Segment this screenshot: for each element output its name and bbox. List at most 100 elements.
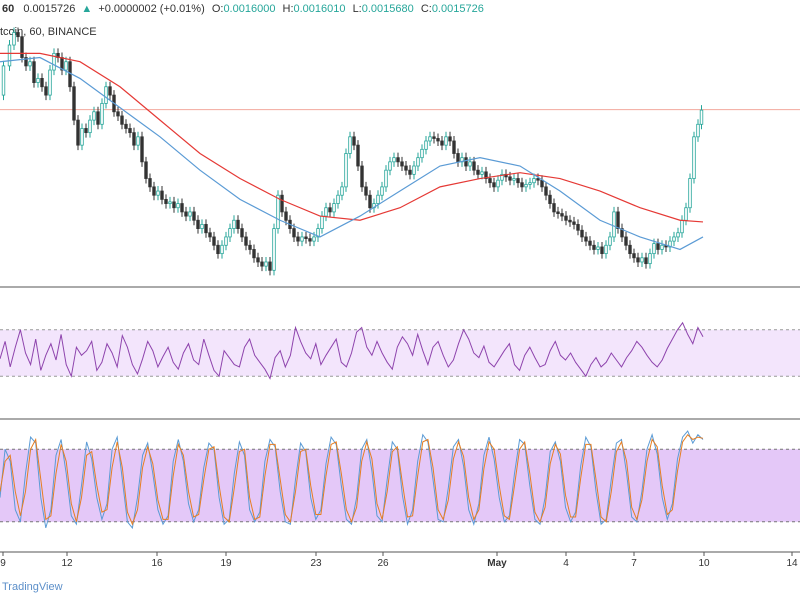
candle-up <box>52 52 56 71</box>
candle-down <box>572 221 576 225</box>
candle-up <box>676 232 680 238</box>
candle-down <box>260 261 264 267</box>
candle-down <box>352 136 356 146</box>
candle-down <box>564 215 568 221</box>
candle-down <box>456 153 460 163</box>
candle-down <box>568 219 572 223</box>
candle-up <box>1 65 6 96</box>
candle-down <box>508 176 512 181</box>
candle-down <box>84 128 88 134</box>
candle-down <box>208 232 212 238</box>
candle-down <box>580 229 584 238</box>
candle-up <box>232 219 236 229</box>
candle-up <box>468 161 472 167</box>
candle-up <box>528 182 532 185</box>
stochastic-k-line <box>0 430 704 530</box>
candle-up <box>532 178 536 184</box>
candle-down <box>644 257 648 265</box>
candle-up <box>104 86 108 104</box>
candle-up <box>688 178 692 209</box>
candle-up <box>272 228 276 271</box>
candle-up <box>696 123 700 138</box>
x-axis-tick-label: 7 <box>631 558 637 569</box>
candle-up <box>324 207 328 217</box>
candle-up <box>168 201 172 204</box>
candle-up <box>512 178 516 181</box>
candle-down <box>212 236 216 246</box>
high-value: 0.0016010 <box>293 3 346 15</box>
candle-up <box>660 244 664 250</box>
candle-up <box>680 219 684 234</box>
tradingview-watermark[interactable]: TradingView <box>2 581 63 593</box>
x-axis-tick-label: 14 <box>786 558 798 569</box>
x-axis-tick-label: 19 <box>220 558 232 569</box>
candle-down <box>192 211 196 221</box>
candle-down <box>76 119 80 146</box>
candle-down <box>548 194 552 204</box>
candle-up <box>224 236 228 246</box>
candle-down <box>96 111 100 125</box>
candle-down <box>308 238 312 242</box>
candle-down <box>616 211 620 229</box>
candle-up <box>412 165 416 175</box>
candle-up <box>332 203 336 213</box>
candle-down <box>292 228 296 238</box>
candle-up <box>276 194 280 229</box>
interval-label[interactable]: 60 <box>2 3 15 15</box>
candle-up <box>424 140 428 150</box>
candle-up <box>228 228 232 238</box>
candle-up <box>480 171 484 175</box>
rsi-band <box>0 329 800 377</box>
candle-up <box>648 253 652 265</box>
candle-up <box>699 109 704 125</box>
candle-up <box>388 161 392 171</box>
candle-down <box>624 236 628 246</box>
x-axis-tick-label: 12 <box>61 558 73 569</box>
candle-up <box>596 246 600 250</box>
x-axis-tick-label: 10 <box>698 558 710 569</box>
candle-down <box>236 219 240 229</box>
stochastic-d-line <box>0 433 704 526</box>
candle-down <box>484 171 488 179</box>
candle-down <box>560 213 564 217</box>
candle-up <box>312 236 316 242</box>
close-value: 0.0015726 <box>431 3 484 15</box>
close-label: C: <box>420 3 432 15</box>
candle-down <box>164 198 168 204</box>
candle-down <box>620 228 624 238</box>
x-axis-tick-label: 4 <box>563 558 569 569</box>
candle-down <box>24 57 28 67</box>
candle-up <box>7 44 12 67</box>
low-value: 0.0015680 <box>361 3 414 15</box>
candle-down <box>32 61 36 83</box>
candle-up <box>344 153 348 188</box>
candle-up <box>64 61 68 71</box>
candle-down <box>152 186 156 196</box>
candle-up <box>92 111 96 121</box>
candle-down <box>16 32 20 38</box>
candle-down <box>432 136 436 139</box>
candle-up <box>220 244 224 255</box>
candle-down <box>248 244 252 250</box>
candle-down <box>356 144 360 167</box>
candle-down <box>476 169 480 175</box>
open-value: 0.0016000 <box>223 3 276 15</box>
candle-down <box>196 219 200 229</box>
candle-up <box>392 157 396 163</box>
candle-down <box>536 178 540 181</box>
candle-down <box>516 178 520 184</box>
candle-down <box>180 203 184 213</box>
candle-up <box>80 128 84 146</box>
candle-down <box>204 224 208 234</box>
candle-up <box>384 169 388 188</box>
candle-down <box>544 186 548 196</box>
candle-up <box>376 194 380 204</box>
candle-up <box>340 186 344 196</box>
candle-down <box>464 157 468 167</box>
candle-down <box>436 138 440 142</box>
candle-up <box>300 236 304 242</box>
candle-up <box>12 32 16 46</box>
candle-up <box>188 211 192 217</box>
x-axis-tick-label: 16 <box>151 558 163 569</box>
